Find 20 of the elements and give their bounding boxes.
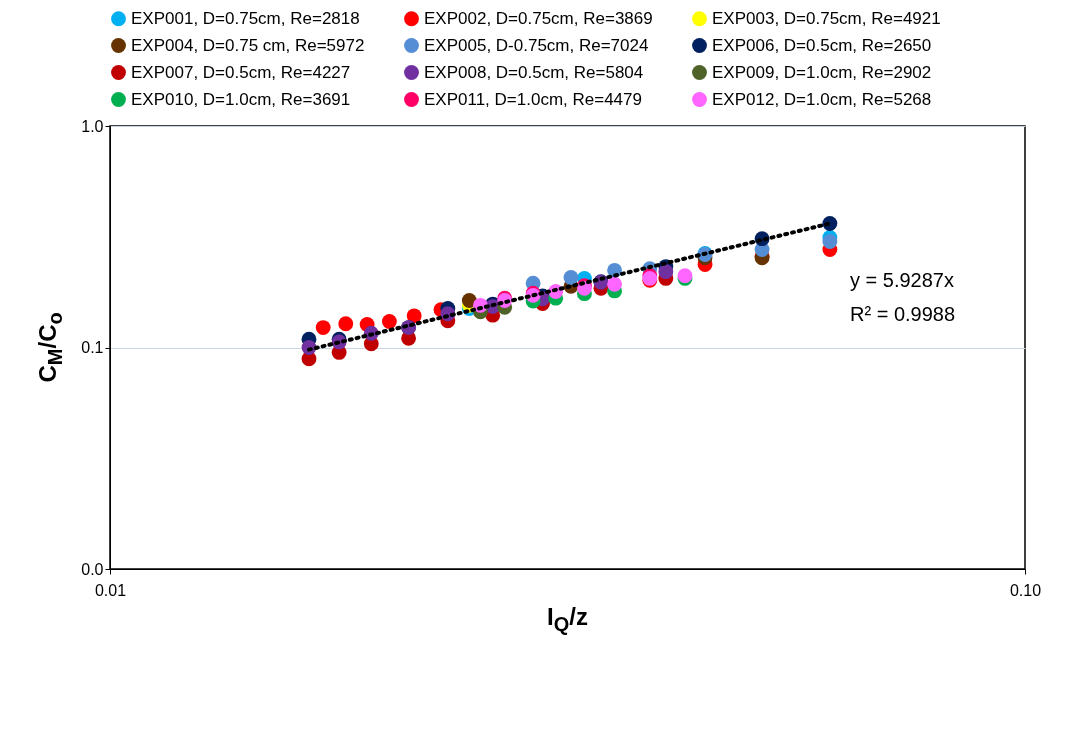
legend-label: EXP002, D=0.75cm, Re=3869 [424,8,653,28]
x-tick-label: 0.01 [94,581,127,599]
legend-label: EXP008, D=0.5cm, Re=5804 [424,62,644,82]
legend-label: EXP003, D=0.75cm, Re=4921 [712,8,941,28]
legend-label: EXP007, D=0.5cm, Re=4227 [131,62,351,82]
legend-label: EXP011, D=1.0cm, Re=4479 [424,89,642,109]
x-tick-label: 0.10 [1009,581,1042,599]
annotation: y = 5.9287x [850,269,954,291]
legend-label: EXP010, D=1.0cm, Re=3691 [131,89,351,109]
legend-label: EXP001, D=0.75cm, Re=2818 [131,8,360,28]
y-tick-label: 0.1 [81,339,104,356]
legend-label: EXP006, D=0.5cm, Re=2650 [712,35,932,55]
annotation: R² = 0.9988 [850,303,956,325]
legend-label: EXP009, D=1.0cm, Re=2902 [712,62,932,82]
legend-label: EXP004, D=0.75 cm, Re=5972 [131,35,365,55]
x-axis-title: I$_{Q}$/z [547,603,588,636]
legend-label: EXP012, D=1.0cm, Re=5268 [712,89,932,109]
y-tick-label: 0.0 [81,560,104,578]
legend-label: EXP005, D-0.75cm, Re=7024 [424,35,649,55]
y-tick-label: 1.0 [81,117,104,135]
